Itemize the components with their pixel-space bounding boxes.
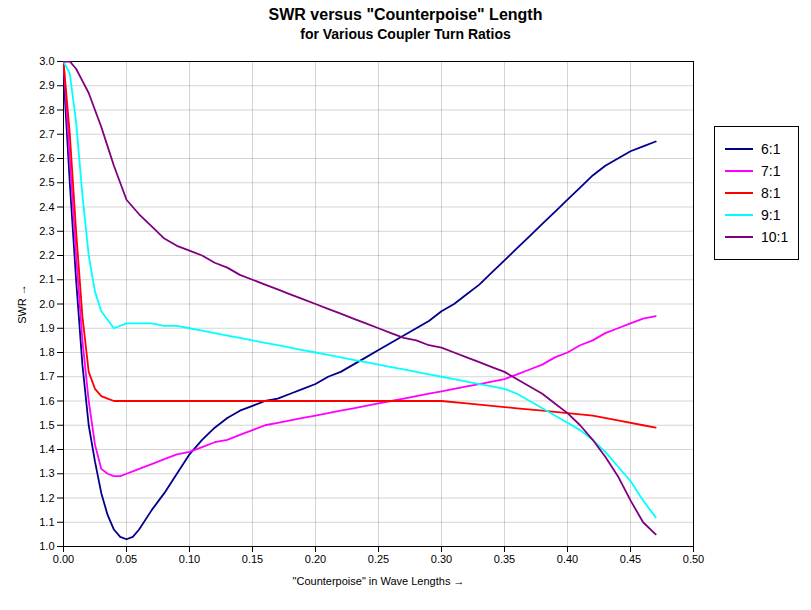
- svg-text:1.1: 1.1: [39, 516, 54, 528]
- svg-text:3.0: 3.0: [39, 55, 54, 67]
- svg-text:1.6: 1.6: [39, 395, 54, 407]
- svg-text:2.5: 2.5: [39, 176, 54, 188]
- svg-text:2.9: 2.9: [39, 79, 54, 91]
- svg-text:1.8: 1.8: [39, 346, 54, 358]
- svg-text:0.45: 0.45: [620, 553, 641, 565]
- svg-text:0.15: 0.15: [242, 553, 263, 565]
- svg-text:1.9: 1.9: [39, 322, 54, 334]
- html-text:SWR versus "Counterpoise" Leng: SWR versus "Counterpoise" Length: [268, 6, 543, 23]
- html-text:for Various Coupler Turn Ratio: for Various Coupler Turn Ratios: [300, 26, 511, 42]
- svg-text:2.1: 2.1: [39, 273, 54, 285]
- svg-text:2.8: 2.8: [39, 104, 54, 116]
- svg-text:0.30: 0.30: [431, 553, 452, 565]
- svg-text:2.2: 2.2: [39, 249, 54, 261]
- svg-text:0.20: 0.20: [305, 553, 326, 565]
- svg-text:2.6: 2.6: [39, 152, 54, 164]
- html-text:10:1: 10:1: [761, 229, 789, 245]
- svg-text:1.2: 1.2: [39, 492, 54, 504]
- svg-text:0.50: 0.50: [683, 553, 704, 565]
- svg-text:0.40: 0.40: [557, 553, 578, 565]
- svg-text:1.0: 1.0: [39, 540, 54, 552]
- svg-text:2.4: 2.4: [39, 201, 54, 213]
- html-text:6:1: 6:1: [761, 141, 781, 157]
- svg-text:SWR →: SWR →: [16, 284, 28, 324]
- svg-text:1.4: 1.4: [39, 443, 54, 455]
- svg-text:1.3: 1.3: [39, 467, 54, 479]
- svg-text:0.10: 0.10: [179, 553, 200, 565]
- svg-text:2.7: 2.7: [39, 128, 54, 140]
- svg-text:0.25: 0.25: [368, 553, 389, 565]
- html-text:7:1: 7:1: [761, 163, 781, 179]
- svg-text:0.35: 0.35: [494, 553, 515, 565]
- svg-text:2.0: 2.0: [39, 298, 54, 310]
- html-text:8:1: 8:1: [761, 185, 781, 201]
- svg-text:"Counterpoise" in Wave Lengths: "Counterpoise" in Wave Lengths →: [293, 575, 465, 587]
- svg-text:1.7: 1.7: [39, 370, 54, 382]
- svg-text:0.05: 0.05: [116, 553, 137, 565]
- svg-text:0.00: 0.00: [53, 553, 74, 565]
- svg-text:2.3: 2.3: [39, 225, 54, 237]
- svg-text:1.5: 1.5: [39, 419, 54, 431]
- html-text:9:1: 9:1: [761, 207, 781, 223]
